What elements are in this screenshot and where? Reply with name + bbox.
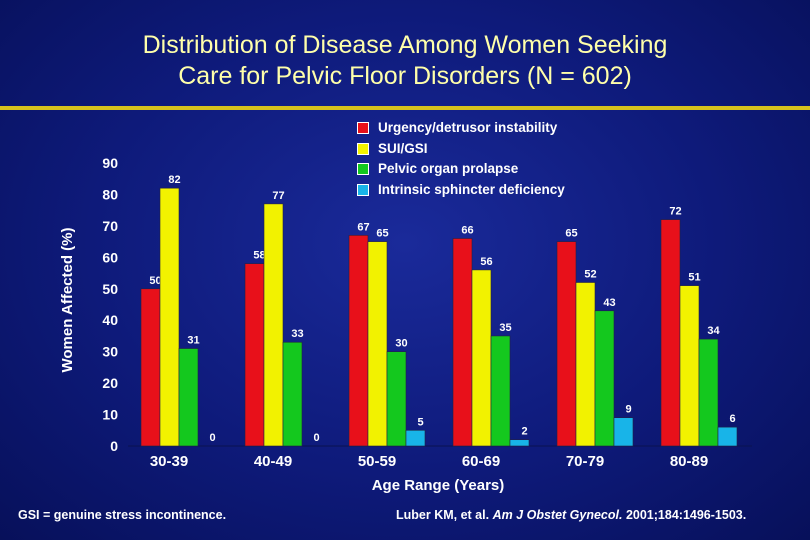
citation: Luber KM, et al. Am J Obstet Gynecol. 20… [396,508,746,522]
bar [594,310,615,447]
data-label: 5 [417,416,423,428]
x-tick-label: 40-49 [254,453,292,470]
data-label: 30 [395,338,407,350]
x-tick-label: 70-79 [566,453,604,470]
citation-journal: Am J Obstet Gynecol. [492,508,623,522]
y-tick-label: 90 [102,155,118,171]
y-tick-label: 40 [102,312,118,328]
bar [367,241,388,447]
data-label: 82 [168,174,180,186]
chart-title: Distribution of Disease Among Women Seek… [0,30,810,92]
data-label: 65 [376,228,388,240]
y-tick-label: 80 [102,186,118,202]
y-tick-label: 70 [102,218,118,234]
data-label: 2 [521,426,527,438]
data-label: 0 [209,432,215,444]
bar [452,238,473,447]
data-label: 67 [357,221,369,233]
data-label: 58 [253,250,265,262]
x-tick-label: 30-39 [150,453,188,470]
bar [244,263,265,447]
legend-item-urgency: Urgency/detrusor instability [357,118,565,139]
chart-legend: Urgency/detrusor instability SUI/GSI Pel… [357,118,565,200]
bar [405,429,426,447]
bar [660,219,681,447]
data-label: 43 [603,297,615,309]
data-label: 66 [461,224,473,236]
bar [140,288,161,447]
y-axis-label: Women Affected (%) [59,227,76,372]
bar [509,439,530,447]
bar [386,351,407,447]
legend-label-prolapse: Pelvic organ prolapse [378,161,519,177]
y-tick-label: 60 [102,249,118,265]
bar [613,417,634,447]
data-label: 52 [584,268,596,280]
bar [282,341,303,447]
y-tick-label: 20 [102,375,118,391]
bar [471,269,492,447]
data-label: 50 [149,275,161,287]
data-label: 0 [313,432,319,444]
footnote: GSI = genuine stress incontinence. [18,508,227,522]
data-label: 35 [499,322,511,334]
legend-swatch-urgency [357,122,369,135]
legend-swatch-prolapse [357,163,369,176]
legend-swatch-sui [357,142,369,155]
citation-authors: Luber KM, et al. [396,508,490,522]
legend-label-urgency: Urgency/detrusor instability [378,120,558,136]
x-tick-label: 50-59 [358,453,396,470]
chart-title-line-2: Care for Pelvic Floor Disorders (N = 602… [178,62,632,90]
y-tick-label: 30 [102,344,118,360]
data-label: 77 [272,190,284,202]
x-axis-label: Age Range (Years) [372,477,505,494]
bar [490,335,511,447]
data-label: 34 [707,325,720,337]
bar [679,285,700,447]
legend-swatch-isd [357,183,369,196]
bar [159,187,180,447]
y-tick-label: 10 [102,407,118,423]
data-label: 9 [625,404,631,416]
data-label: 33 [291,328,303,340]
data-label: 31 [187,335,199,347]
data-label: 65 [565,228,577,240]
bar [698,338,719,447]
bar [717,426,738,447]
title-divider [0,106,810,110]
bar [575,282,596,447]
legend-label-isd: Intrinsic sphincter deficiency [378,181,565,197]
bar [263,203,284,447]
y-tick-label: 50 [102,281,118,297]
legend-item-isd: Intrinsic sphincter deficiency [357,180,565,201]
y-tick-label: 0 [110,438,118,454]
data-label: 56 [480,256,492,268]
bar [178,348,199,447]
x-tick-label: 80-89 [670,453,708,470]
bar [348,235,369,447]
citation-details: 2001;184:1496-1503. [625,508,747,522]
chart-title-line-1: Distribution of Disease Among Women Seek… [142,31,668,59]
legend-label-sui: SUI/GSI [378,140,428,156]
legend-item-sui: SUI/GSI [357,139,565,160]
x-tick-label: 60-69 [462,453,500,470]
data-label: 6 [729,413,735,425]
data-label: 72 [669,206,681,218]
bar [556,241,577,447]
data-label: 51 [688,272,700,284]
legend-item-prolapse: Pelvic organ prolapse [357,159,565,180]
